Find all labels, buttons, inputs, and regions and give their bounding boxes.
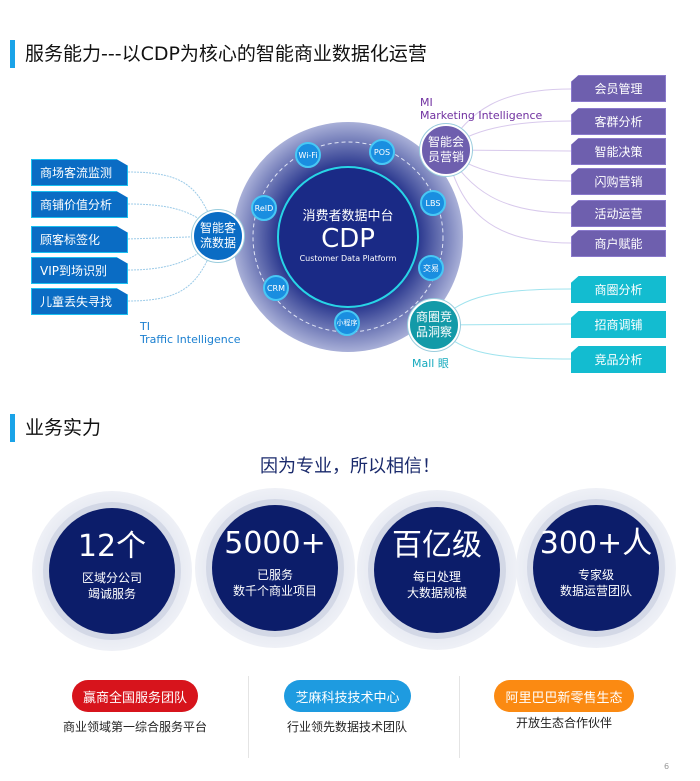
ti-hub: 智能客流数据 bbox=[192, 210, 244, 262]
stat-circle: 百亿级每日处理大数据规模 bbox=[357, 490, 517, 650]
mall-item: 招商调铺 bbox=[571, 311, 666, 338]
ti-item: VIP到场识别 bbox=[31, 257, 128, 284]
partner-pill: 阿里巴巴新零售生态 bbox=[494, 680, 634, 712]
mi-full: Marketing Intelligence bbox=[420, 109, 543, 122]
cdp-en: Customer Data Platform bbox=[299, 254, 397, 263]
mall-label: Mall 眼 bbox=[412, 357, 449, 370]
mall-hub: 商圈竞品洞察 bbox=[408, 299, 460, 351]
stat-line: 区域分公司 bbox=[81, 571, 142, 585]
partner-pill: 芝麻科技技术中心 bbox=[284, 680, 411, 712]
stat-line: 数千个商业项目 bbox=[232, 584, 317, 598]
divider bbox=[459, 676, 460, 758]
ti-item: 商场客流监测 bbox=[31, 159, 128, 186]
page-number: 6 bbox=[664, 762, 670, 771]
mi-abbr: MI bbox=[420, 96, 433, 109]
ti-abbr: TI bbox=[140, 320, 150, 333]
mi-item: 客群分析 bbox=[571, 108, 666, 135]
node-trade: 交易 bbox=[418, 255, 444, 281]
cdp-name: CDP bbox=[321, 224, 375, 254]
stat-line: 已服务 bbox=[256, 568, 293, 582]
stat-line: 每日处理 bbox=[412, 570, 461, 584]
mall-item: 竞品分析 bbox=[571, 346, 666, 373]
stat-value: 百亿级 bbox=[392, 528, 482, 563]
stat-line: 大数据规模 bbox=[406, 586, 467, 600]
node-crm: CRM bbox=[263, 275, 289, 301]
cdp-center: 消费者数据中台 CDP Customer Data Platform bbox=[278, 205, 418, 263]
section-title: 服务能力---以CDP为核心的智能商业数据化运营 bbox=[10, 40, 427, 68]
node-reid: ReID bbox=[251, 195, 277, 221]
partner-caption: 行业领先数据技术团队 bbox=[286, 720, 407, 734]
cdp-core bbox=[277, 166, 419, 308]
stat-circle: 300+人专家级数据运营团队 bbox=[516, 488, 676, 648]
section-title: 业务实力 bbox=[10, 414, 101, 442]
mi-label: MI Marketing Intelligence bbox=[420, 96, 542, 122]
partner-caption: 开放生态合作伙伴 bbox=[515, 716, 612, 730]
stat-circle: 5000+ 已服务数千个商业项目 bbox=[195, 488, 355, 648]
stat-value: 12个 bbox=[77, 529, 147, 564]
stat-line: 竭诚服务 bbox=[87, 587, 136, 601]
node-lbs: LBS bbox=[420, 190, 446, 216]
ti-full: Traffic Intelligence bbox=[140, 333, 241, 346]
partner-caption: 商业领域第一综合服务平台 bbox=[62, 720, 207, 734]
ti-item: 顾客标签化 bbox=[31, 226, 128, 253]
node-miniprogram: 小程序 bbox=[334, 310, 360, 336]
mi-item: 活动运营 bbox=[571, 200, 666, 227]
mi-item: 智能决策 bbox=[571, 138, 666, 165]
mi-item: 会员管理 bbox=[571, 75, 666, 102]
stat-value: 5000+ bbox=[224, 526, 326, 561]
stat-line: 数据运营团队 bbox=[559, 584, 632, 598]
mall-item: 商圈分析 bbox=[571, 276, 666, 303]
ti-label: TI Traffic Intelligence bbox=[140, 320, 241, 346]
stat-circle: 12个区域分公司竭诚服务 bbox=[32, 491, 192, 651]
node-wifi: Wi-Fi bbox=[295, 142, 321, 168]
ti-item: 儿童丢失寻找 bbox=[31, 288, 128, 315]
ti-item: 商铺价值分析 bbox=[31, 191, 128, 218]
partner-pill: 赢商全国服务团队 bbox=[72, 680, 198, 712]
diagram-connectors bbox=[127, 88, 572, 360]
stat-line: 专家级 bbox=[577, 568, 614, 582]
mi-hub: 智能会员营销 bbox=[420, 124, 472, 176]
cdp-cn: 消费者数据中台 bbox=[302, 209, 394, 224]
slogan: 因为专业，所以相信！ bbox=[260, 456, 440, 477]
mi-item: 闪购营销 bbox=[571, 168, 666, 195]
stat-value: 300+人 bbox=[539, 526, 653, 561]
node-pos: POS bbox=[369, 139, 395, 165]
divider bbox=[248, 676, 249, 758]
mi-item: 商户赋能 bbox=[571, 230, 666, 257]
